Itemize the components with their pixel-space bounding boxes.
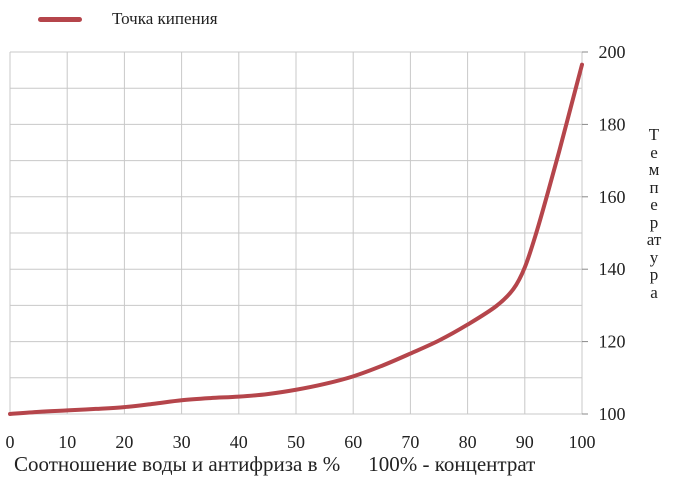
x-axis-title: Соотношение воды и антифриза в %: [14, 452, 341, 476]
x-axis-note: 100% - концентрат: [368, 452, 536, 476]
y-tick-label: 200: [599, 42, 626, 62]
x-tick-label: 0: [6, 432, 15, 452]
legend: Точка кипения: [38, 9, 218, 29]
legend-label: Точка кипения: [112, 9, 218, 28]
series-layer: [8, 62, 584, 416]
y-tick-label: 180: [599, 114, 626, 134]
legend-swatch: [38, 16, 82, 22]
grid: [9, 51, 588, 415]
y-tick-label: 100: [599, 404, 626, 424]
x-axis-label: Соотношение воды и антифриза в % 100% - …: [14, 452, 535, 477]
y-tick-label: 140: [599, 259, 626, 279]
y-tick-label: 120: [599, 332, 626, 352]
x-tick-label: 50: [287, 432, 305, 452]
x-tick-labels: 0 10 20 30 40 50 60 70 80 90 100: [6, 432, 596, 452]
x-tick-label: 20: [115, 432, 133, 452]
x-tick-label: 100: [569, 432, 596, 452]
x-tick-label: 90: [516, 432, 534, 452]
x-tick-label: 80: [459, 432, 477, 452]
y-tick-label: 160: [599, 187, 626, 207]
x-tick-label: 70: [401, 432, 419, 452]
x-tick-label: 30: [173, 432, 191, 452]
y-axis-label: Температура: [646, 125, 662, 302]
x-tick-label: 60: [344, 432, 362, 452]
x-tick-label: 40: [230, 432, 248, 452]
series-line-boiling-point: [8, 62, 584, 416]
y-tick-labels: 100 120 140 160 180 200: [599, 42, 626, 424]
x-tick-label: 10: [58, 432, 76, 452]
